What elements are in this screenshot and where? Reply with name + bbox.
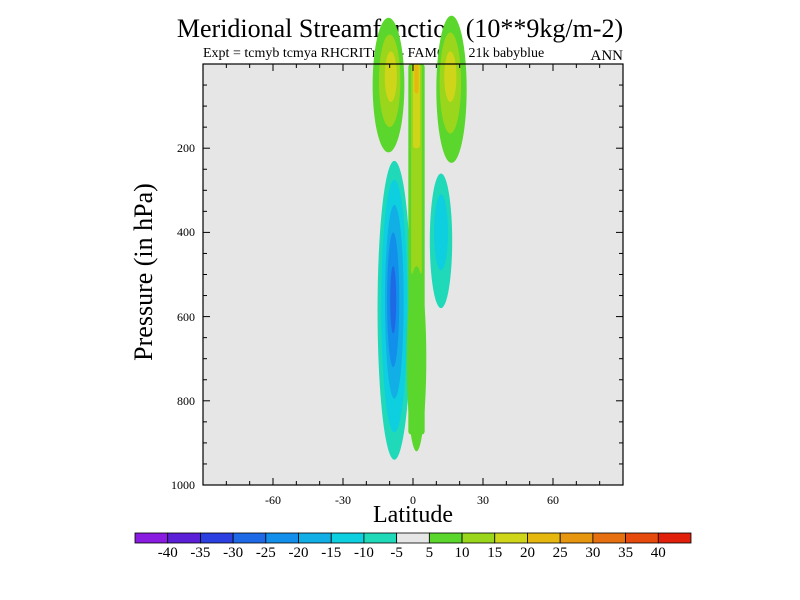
- colorbar-label: -20: [288, 545, 309, 561]
- colorbar-label: 30: [585, 545, 601, 561]
- x-tick-label: -30: [335, 493, 351, 507]
- colorbar-swatch: [265, 532, 299, 544]
- colorbar-label: 40: [650, 545, 666, 561]
- colorbar-swatch: [461, 532, 496, 544]
- y-tick-label: 400: [177, 225, 195, 240]
- colorbar-swatch: [167, 532, 201, 544]
- colorbar-swatch: [330, 532, 365, 544]
- sh-upper-level-15: [384, 51, 397, 102]
- nh-upper-level-15: [444, 51, 457, 102]
- colorbar-label: 10: [454, 545, 470, 561]
- colorbar-swatch: [657, 532, 692, 544]
- colorbar-swatch: [396, 532, 430, 544]
- x-axis-label: Latitude: [373, 502, 453, 528]
- colorbar-label: -30: [223, 545, 244, 561]
- x-tick-label: 60: [547, 493, 559, 507]
- x-tick-label: 0: [410, 493, 416, 507]
- colorbar-swatch: [559, 532, 594, 544]
- chart-title: Meridional Streamfunction (10**9kg/m-2): [176, 14, 624, 43]
- chart-subtitle-right: ANN: [590, 48, 624, 64]
- axis-ticks: [202, 63, 624, 486]
- colorbar-label: 35: [618, 545, 634, 561]
- x-tick-label: 30: [477, 493, 489, 507]
- y-tick-label: 600: [177, 309, 195, 324]
- y-tick-label: 800: [177, 393, 195, 408]
- colorbar-swatch: [625, 532, 659, 544]
- colorbar-label: -25: [255, 545, 276, 561]
- colorbar-label: -10: [353, 545, 374, 561]
- y-tick-label: 1000: [171, 478, 195, 492]
- colorbar: [134, 532, 692, 544]
- colorbar-label: 15: [487, 545, 503, 561]
- colorbar-swatch: [428, 532, 463, 544]
- y-tick-label: 200: [177, 141, 195, 156]
- colorbar-swatch: [363, 532, 398, 544]
- colorbar-swatch: [232, 532, 267, 544]
- eq-column-base: [406, 266, 427, 452]
- colorbar-swatch: [592, 532, 626, 544]
- colorbar-label: 5: [425, 545, 434, 561]
- colorbar-label: -5: [390, 545, 403, 561]
- neg-cell-level-25: [390, 266, 397, 334]
- colorbar-swatch: [200, 532, 234, 544]
- colorbar-label: 20: [519, 545, 535, 561]
- colorbar-swatch: [298, 532, 332, 544]
- colorbar-label: -40: [157, 545, 178, 561]
- colorbar-label: -35: [190, 545, 211, 561]
- eq-column-level-20: [414, 64, 419, 94]
- colorbar-swatch: [134, 532, 169, 544]
- contour-fills: [372, 15, 467, 460]
- x-tick-label: -60: [265, 493, 281, 507]
- colorbar-label: 25: [552, 545, 568, 561]
- nh-neg-cell-level-10: [434, 194, 448, 271]
- colorbar-swatch: [527, 532, 561, 544]
- colorbar-label: -15: [321, 545, 342, 561]
- colorbar-swatch: [494, 532, 528, 544]
